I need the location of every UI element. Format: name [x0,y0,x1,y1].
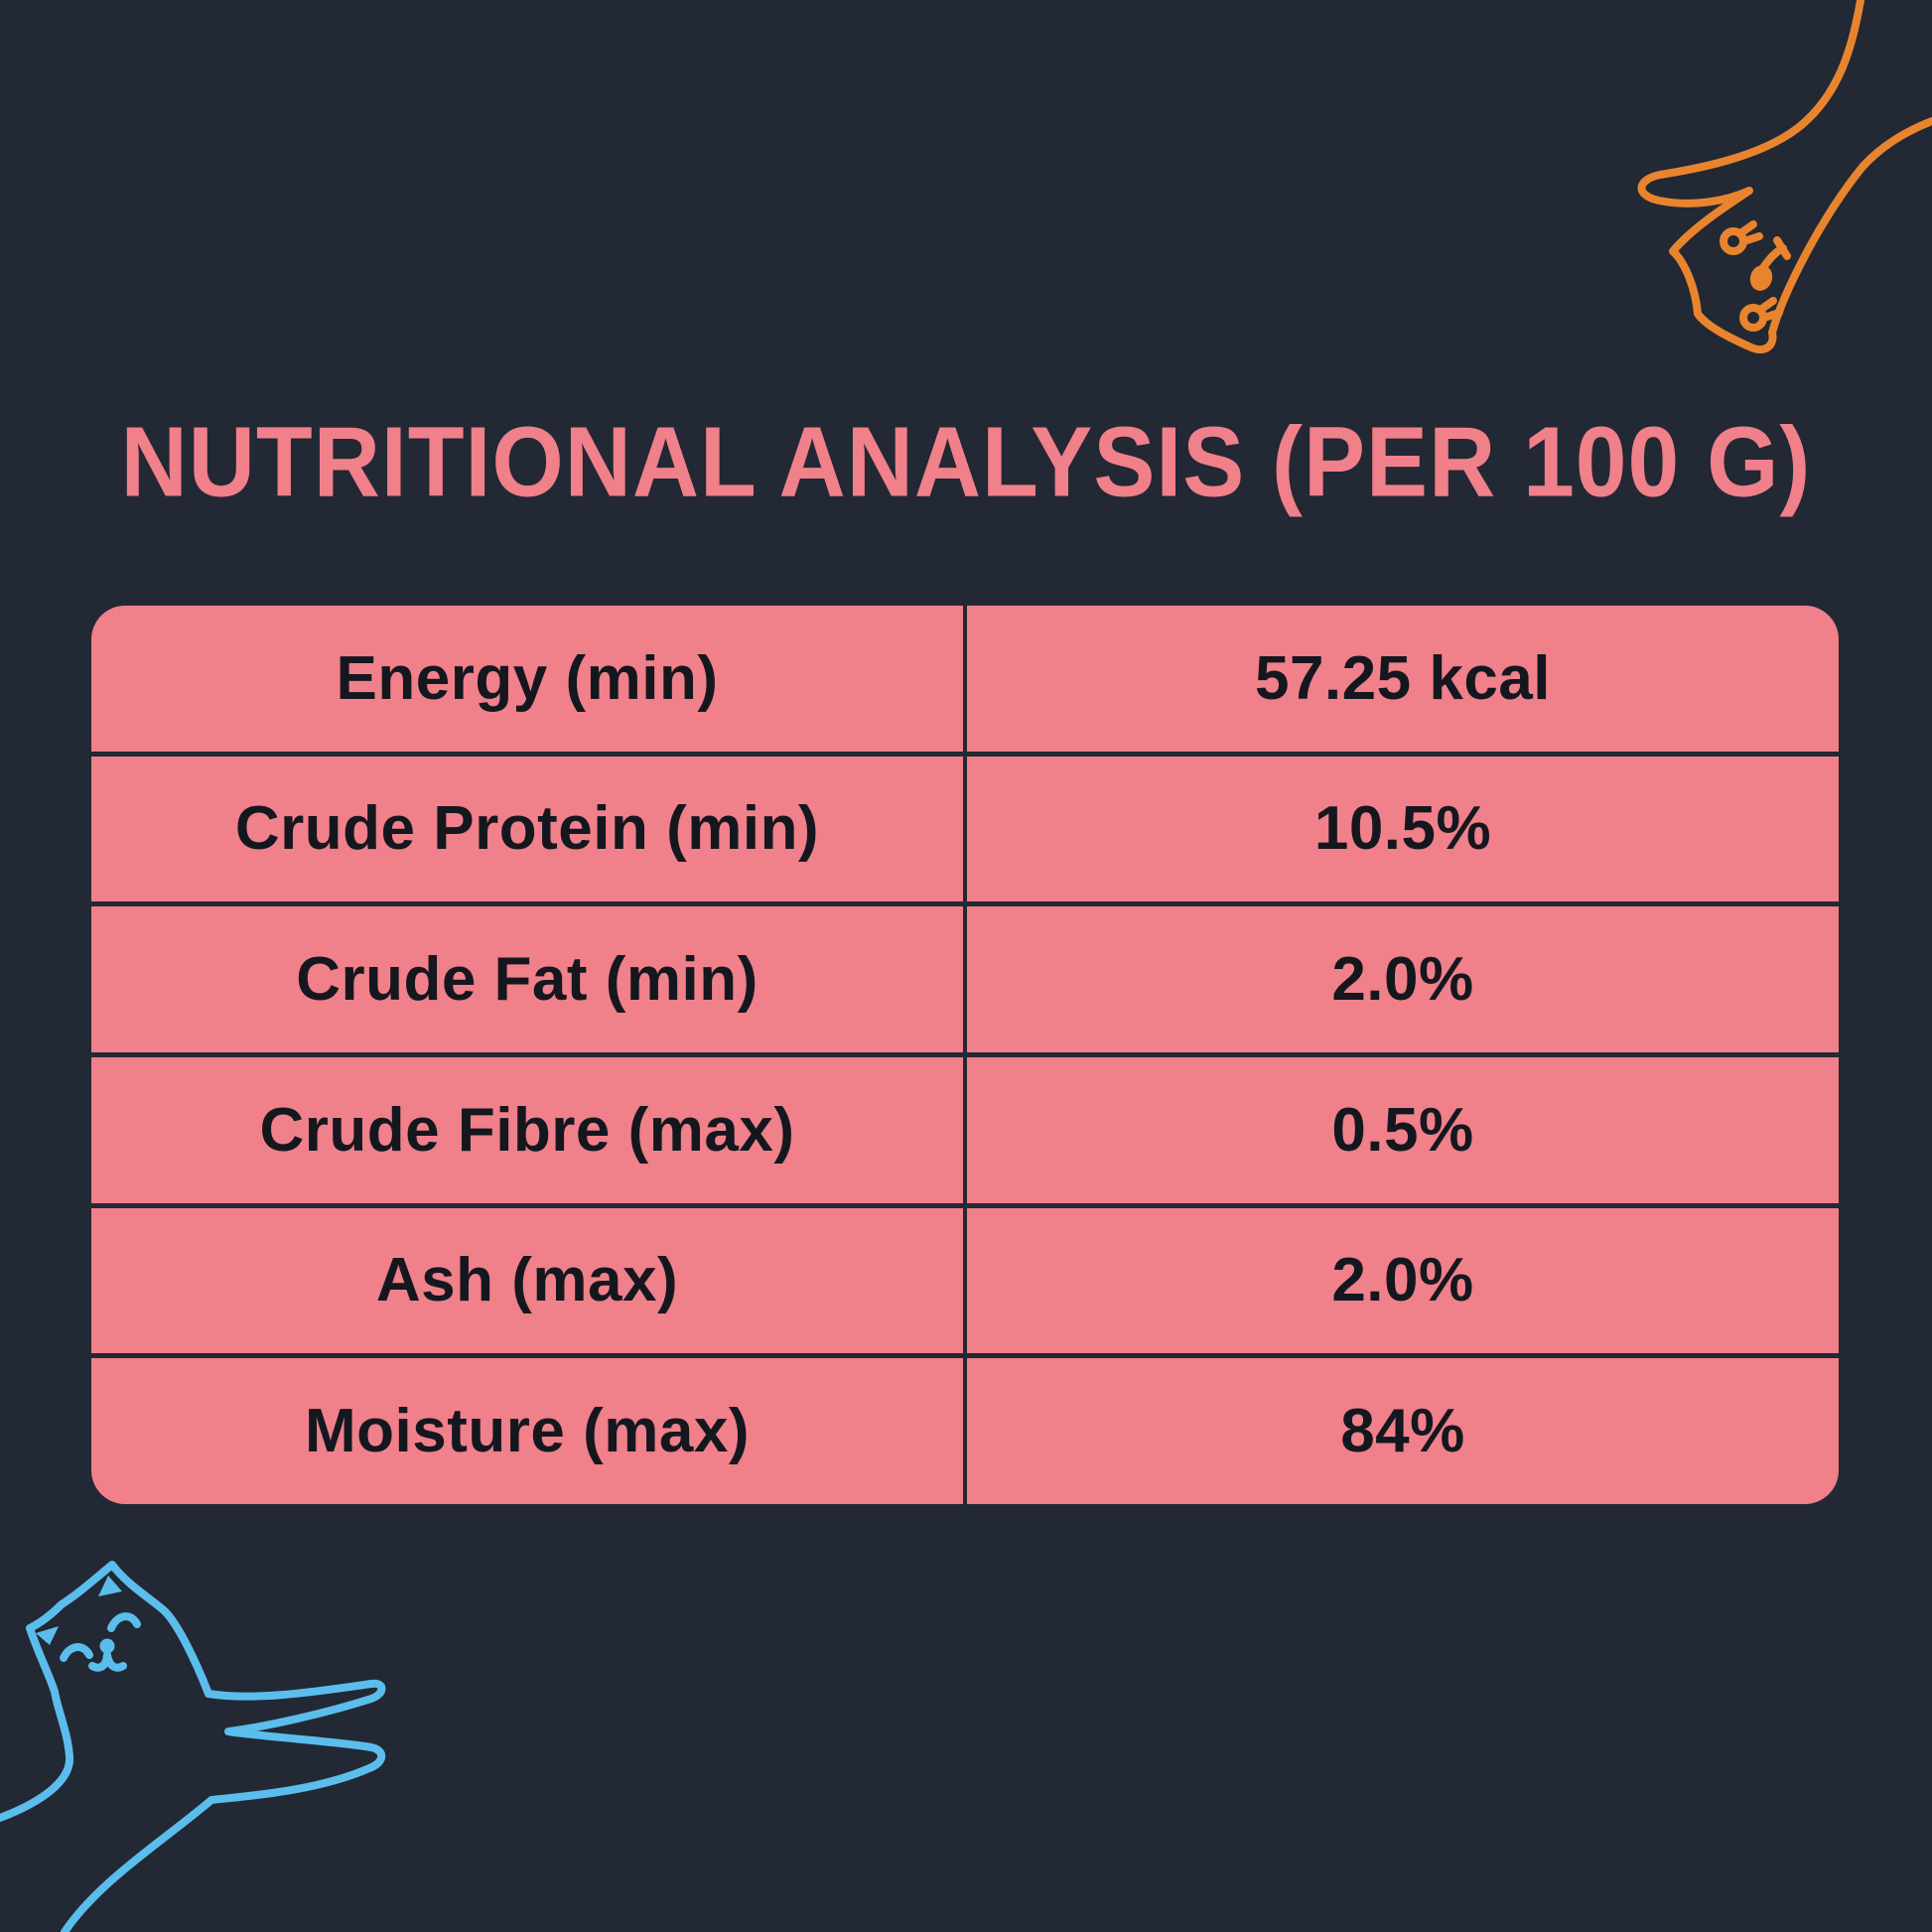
nutrient-value: 10.5% [967,756,1839,902]
nutrient-label: Crude Protein (min) [91,756,963,902]
page-title: NUTRITIONAL ANALYSIS (PER 100 G) [120,405,1812,518]
nutrient-value: 0.5% [967,1057,1839,1203]
blue-stretching-cat-icon [0,1561,386,1932]
nutrient-value: 84% [967,1358,1839,1504]
nutrient-value: 2.0% [967,906,1839,1052]
nutrient-label: Energy (min) [91,606,963,752]
nutrient-label: Crude Fat (min) [91,906,963,1052]
nutrient-label: Moisture (max) [91,1358,963,1504]
nutrient-label: Crude Fibre (max) [91,1057,963,1203]
nutrition-table: Energy (min) 57.25 kcal Crude Protein (min… [91,606,1839,1504]
orange-peeking-cat-icon [1637,0,1932,354]
nutrient-label: Ash (max) [91,1207,963,1354]
nutrient-value: 2.0% [967,1207,1839,1354]
nutrient-value: 57.25 kcal [967,606,1839,752]
